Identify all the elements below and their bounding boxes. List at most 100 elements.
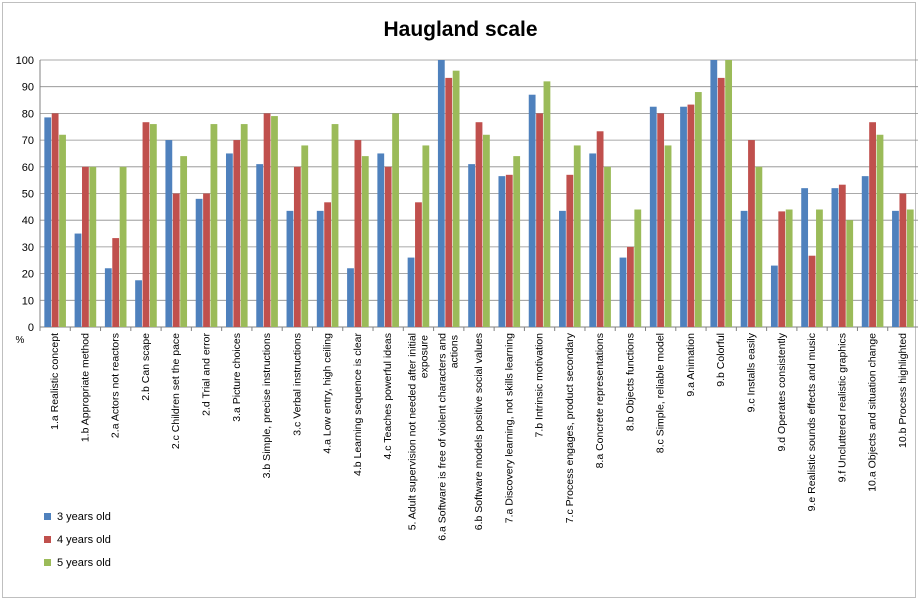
y-tick-label: 100 [16, 55, 34, 67]
x-tick-label: 9.f Uncluttered realistic graphics [836, 333, 848, 482]
bar [347, 268, 354, 327]
x-tick-label: 3.a Picture choices [231, 333, 243, 422]
x-tick-label: 10.a Objects and situation change [867, 333, 879, 492]
bar [725, 60, 733, 327]
x-tick-label: 1.a Realistic concept [49, 333, 61, 430]
bar [816, 209, 823, 327]
x-tick-label: 8.c Simple, reliable model [655, 333, 667, 453]
bar [869, 122, 876, 327]
x-tick-label: 6.b Software models positive social valu… [473, 333, 485, 530]
x-tick-label: 4.c Teaches powerful ideas [382, 333, 394, 459]
bar [589, 153, 597, 327]
bar [89, 166, 97, 327]
x-tick-label: 1.b Appropriate method [79, 333, 91, 442]
x-tick-label: 2.b Can scape [140, 333, 152, 401]
bar [74, 233, 82, 327]
bar [831, 188, 839, 327]
bar [203, 193, 210, 327]
y-tick-label: 70 [22, 135, 34, 147]
bar [452, 70, 460, 328]
bar [846, 220, 854, 327]
y-tick-label: 30 [22, 242, 34, 254]
legend-swatch-4yo [44, 536, 51, 543]
bar [293, 166, 301, 327]
bar [710, 60, 718, 327]
bar [361, 156, 369, 327]
bar [165, 140, 173, 327]
legend-label-3yo: 3 years old [57, 510, 111, 523]
bar [286, 210, 294, 327]
x-tick-label: 7.a Discovery learning, not skills learn… [503, 333, 515, 523]
x-tick-label: 6.a Software is free of violent characte… [437, 333, 461, 541]
bar [437, 60, 445, 327]
legend-item-5yo: 5 years old [44, 551, 111, 574]
bar [149, 124, 157, 327]
bar [271, 116, 278, 327]
bar [135, 280, 142, 327]
bar [225, 153, 233, 327]
bar [808, 255, 816, 327]
bar [906, 209, 914, 327]
bar [112, 238, 120, 327]
legend-label-4yo: 4 years old [57, 533, 111, 546]
x-tick-label: 9.e Realistic sounds effects and music [806, 333, 818, 511]
bar [301, 145, 309, 327]
x-tick-label: 5. Adult supervision not needed after in… [406, 333, 430, 530]
bar [354, 140, 362, 327]
y-tick-label: 80 [22, 108, 34, 120]
bar [233, 140, 241, 327]
bar [899, 193, 907, 327]
bar [104, 268, 112, 327]
bar [876, 134, 884, 327]
bar [483, 134, 490, 327]
x-tick-label: 9.d Operates consistently [776, 332, 788, 451]
y-tick-label: 0 [28, 322, 34, 334]
bar [180, 156, 188, 327]
bar [528, 94, 536, 328]
legend-swatch-5yo [44, 559, 51, 566]
bar [263, 113, 271, 328]
bar [384, 166, 392, 327]
bar [240, 124, 248, 327]
bar [142, 122, 150, 327]
bar [680, 106, 687, 327]
bar [892, 210, 899, 327]
bar [498, 176, 506, 327]
x-tick-label: 2.d Trial and error [201, 332, 213, 415]
bar [59, 134, 66, 327]
bar [536, 113, 543, 328]
x-tick-label: 4.a Low entry, high ceiling [322, 333, 334, 454]
bar [407, 257, 415, 327]
bar [838, 184, 846, 327]
bar [649, 106, 657, 327]
bar [559, 210, 566, 327]
legend-swatch-3yo [44, 513, 51, 520]
bar [740, 210, 748, 327]
bar [445, 77, 453, 327]
bar [543, 81, 551, 327]
y-tick-label: 20 [22, 269, 34, 281]
bar [604, 166, 611, 327]
x-tick-label: 9.c Installs easily [745, 332, 757, 412]
x-tick-label: 2.c Children set the pace [170, 333, 182, 449]
legend-label-5yo: 5 years old [57, 556, 111, 569]
bar [172, 193, 180, 327]
legend: 3 years old 4 years old 5 years old [44, 505, 111, 574]
x-tick-label: 10.b Process highlighted [897, 333, 909, 448]
x-tick-label: 9.b Colorful [715, 333, 727, 387]
bar [44, 117, 52, 327]
bar [566, 174, 574, 327]
y-tick-label: 40 [22, 215, 34, 227]
bar [324, 202, 332, 327]
bar [596, 131, 604, 327]
bar [619, 257, 627, 327]
chart-title: Haugland scale [383, 18, 538, 41]
bar [755, 166, 763, 327]
bar [505, 174, 513, 327]
bar [748, 140, 755, 327]
bar [475, 122, 483, 327]
bar [717, 77, 725, 327]
bar [573, 145, 581, 327]
bar [316, 210, 324, 327]
x-tick-label: 4.b Learning sequence is clear [352, 333, 364, 477]
